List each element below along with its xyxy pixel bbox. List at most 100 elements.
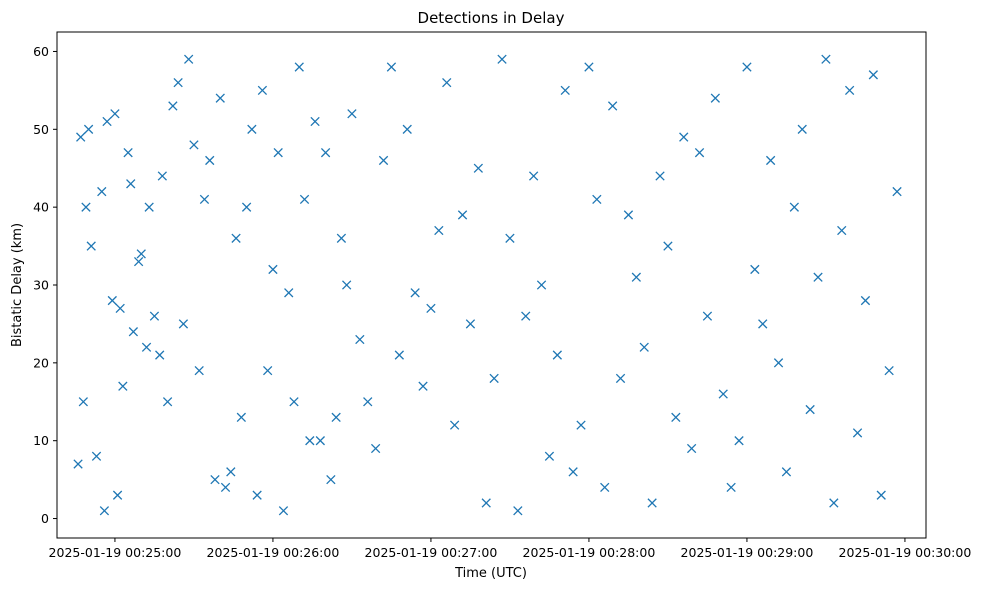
data-point [860,295,871,306]
data-point [110,109,120,119]
data-point [78,397,88,407]
data-point [426,303,436,314]
data-point [268,264,278,275]
data-point [226,467,236,477]
y-tick-label: 40 [33,200,49,215]
data-point [83,124,94,134]
data-point [299,194,310,205]
data-point [402,124,412,134]
data-point [310,116,320,127]
data-point [750,264,760,275]
x-tick-label: 2025-01-19 00:29:00 [681,545,814,560]
data-point [126,179,136,189]
data-point [386,62,397,72]
data-point [336,233,347,243]
data-point [552,350,562,360]
x-tick-label: 2025-01-19 00:30:00 [839,545,972,560]
y-tick-label: 60 [33,44,49,59]
data-point [76,132,86,142]
data-point [118,381,128,391]
x-axis: 2025-01-19 00:25:00 2025-01-19 00:26:00 20… [49,538,972,560]
data-point [320,148,331,158]
data-point [473,163,483,173]
data-point [568,467,578,477]
data-point [91,451,102,461]
data-point [144,202,154,212]
data-point [73,459,83,469]
data-point [289,397,299,407]
y-tick-label: 50 [33,122,49,137]
data-point [734,436,744,446]
data-point [536,280,547,290]
data-point [655,171,665,181]
data-point [781,467,792,477]
data-point [576,420,586,430]
data-point [284,288,294,298]
y-axis: 0 10 20 30 40 50 60 [33,44,57,526]
y-tick-label: 20 [33,355,49,370]
data-point [797,124,807,134]
data-point [173,77,183,88]
data-point [457,210,468,220]
data-point [315,436,325,446]
data-point [821,54,831,64]
data-point [647,498,657,508]
data-point [184,54,194,64]
data-point [631,272,641,282]
data-point [884,365,894,376]
data-point [868,70,878,80]
data-point [600,482,610,493]
data-point [442,77,452,88]
data-point [168,101,178,111]
data-point [742,62,752,72]
x-tick-label: 2025-01-19 00:27:00 [365,545,498,560]
data-point [813,272,823,282]
data-point [355,334,365,345]
data-point [133,256,144,267]
data-point [278,506,289,516]
data-point [829,498,839,508]
x-tick-label: 2025-01-19 00:26:00 [207,545,340,560]
data-point [149,311,160,321]
data-point [141,342,152,352]
data-point [607,101,618,111]
data-point [671,412,681,422]
y-axis-label: Bistatic Delay (km) [10,223,25,347]
x-tick-label: 2025-01-19 00:28:00 [523,545,656,560]
data-point [844,85,855,96]
data-point [128,327,139,337]
data-point [257,85,268,96]
data-point [758,319,768,329]
data-point [394,350,404,360]
data-point [157,171,167,181]
y-tick-label: 0 [41,511,49,526]
data-point [102,116,112,127]
data-point [263,365,273,376]
data-point [252,490,262,500]
data-point [592,194,602,205]
data-point [189,140,199,150]
data-point [231,233,241,243]
data-point [639,342,649,352]
data-point [694,148,705,158]
data-point [449,420,460,430]
data-point [615,373,626,384]
y-tick-label: 10 [33,433,49,448]
data-point [489,373,499,384]
data-point [702,311,713,321]
data-point [205,155,215,166]
data-point [663,241,673,251]
data-point [97,186,107,197]
data-point [294,62,304,72]
data-point [241,202,252,212]
data-point [107,295,117,306]
data-point [342,280,352,290]
data-point [765,155,776,166]
data-point [710,93,720,103]
data-point [115,303,125,314]
plot-frame [56,31,927,539]
data-point [86,241,96,251]
data-point [528,171,539,181]
data-point [273,148,283,158]
